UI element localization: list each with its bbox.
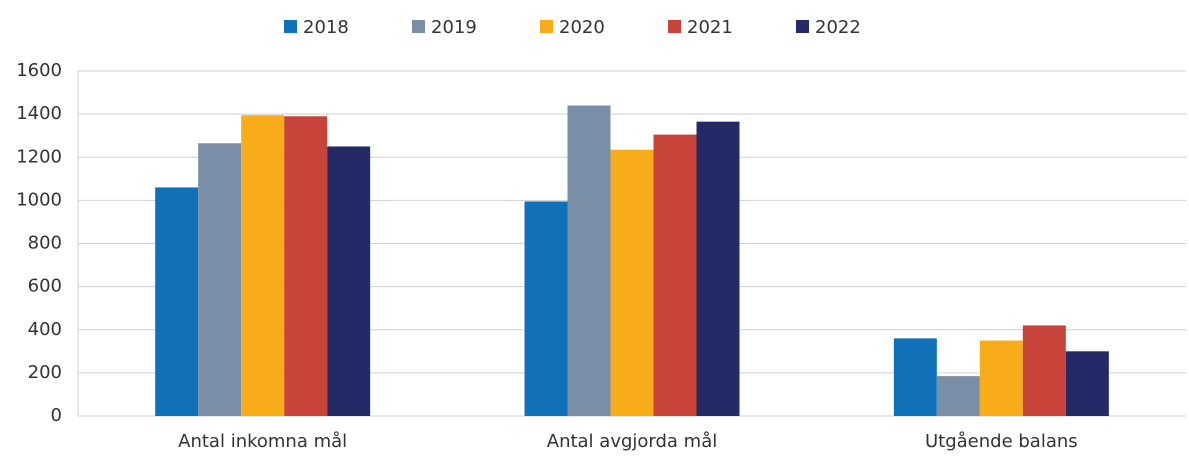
- legend-label: 2021: [687, 17, 733, 38]
- bar: [979, 340, 1023, 416]
- legend-swatch: [668, 20, 681, 33]
- legend-swatch: [412, 20, 425, 33]
- bar: [1022, 325, 1066, 416]
- y-tick-label: 1200: [16, 146, 62, 167]
- bar: [241, 115, 285, 416]
- bar: [567, 105, 611, 416]
- bar: [610, 149, 654, 416]
- legend-swatch: [540, 20, 553, 33]
- bar: [696, 121, 740, 416]
- legend-label: 2022: [815, 17, 861, 38]
- legend-label: 2020: [559, 17, 605, 38]
- y-tick-label: 1000: [16, 189, 62, 210]
- y-tick-label: 1600: [16, 60, 62, 81]
- x-tick-label: Antal inkomna mål: [178, 431, 347, 452]
- y-tick-label: 0: [51, 405, 62, 426]
- legend-swatch: [284, 20, 297, 33]
- y-tick-label: 200: [28, 362, 62, 383]
- legend-label: 2019: [431, 17, 477, 38]
- y-tick-label: 800: [28, 233, 62, 254]
- bar: [198, 143, 242, 416]
- legend-label: 2018: [303, 17, 349, 38]
- y-tick-label: 600: [28, 276, 62, 297]
- y-tick-label: 400: [28, 319, 62, 340]
- bar: [893, 338, 937, 416]
- bar: [1065, 351, 1109, 416]
- bar: [155, 187, 199, 416]
- bar: [524, 201, 568, 416]
- bar: [936, 376, 980, 416]
- legend-swatch: [796, 20, 809, 33]
- bar: [327, 146, 371, 416]
- y-tick-label: 1400: [16, 103, 62, 124]
- x-tick-label: Antal avgjorda mål: [547, 431, 717, 452]
- x-tick-label: Utgående balans: [925, 431, 1078, 452]
- bar: [653, 134, 697, 416]
- bar: [284, 116, 328, 416]
